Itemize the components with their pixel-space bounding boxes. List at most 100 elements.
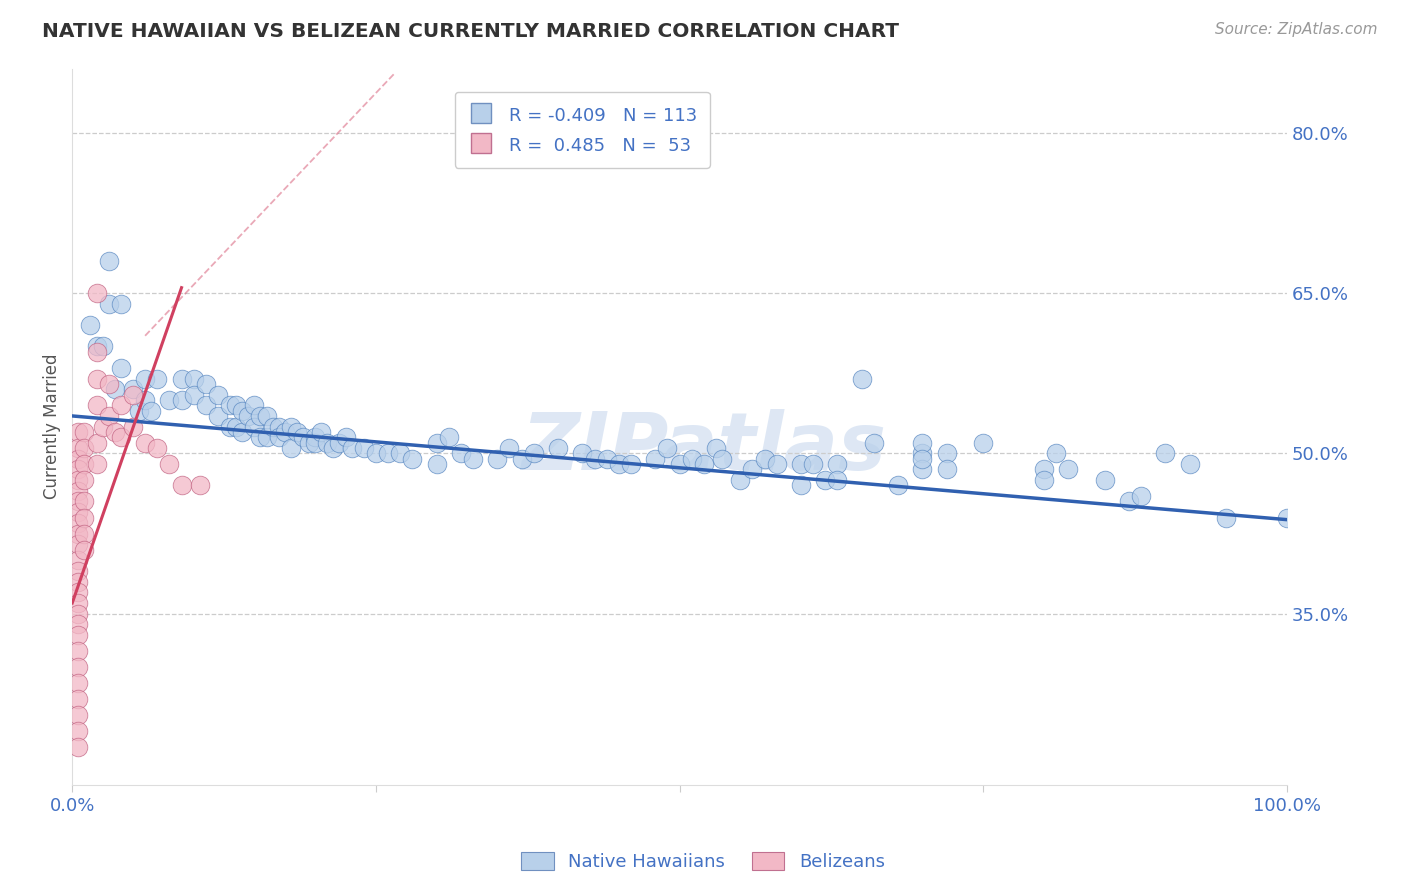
Point — [86, 435, 108, 450]
Point — [595, 451, 617, 466]
Point — [67, 473, 90, 487]
Point — [256, 409, 278, 423]
Point — [110, 430, 132, 444]
Point — [461, 451, 484, 466]
Point — [67, 462, 90, 476]
Point — [104, 425, 127, 439]
Point — [86, 339, 108, 353]
Point — [122, 382, 145, 396]
Point — [97, 296, 120, 310]
Point — [146, 371, 169, 385]
Point — [583, 451, 606, 466]
Point — [86, 285, 108, 300]
Point — [86, 344, 108, 359]
Point — [316, 435, 339, 450]
Point — [426, 435, 449, 450]
Point — [97, 409, 120, 423]
Y-axis label: Currently Married: Currently Married — [44, 354, 60, 500]
Point — [547, 441, 569, 455]
Point — [67, 607, 90, 621]
Point — [231, 403, 253, 417]
Point — [353, 441, 375, 455]
Point — [73, 510, 96, 524]
Point — [225, 398, 247, 412]
Point — [249, 430, 271, 444]
Point — [790, 478, 813, 492]
Point — [207, 387, 229, 401]
Point — [183, 371, 205, 385]
Point — [1032, 462, 1054, 476]
Point — [67, 724, 90, 739]
Point — [935, 446, 957, 460]
Point — [285, 425, 308, 439]
Point — [704, 441, 727, 455]
Point — [486, 451, 509, 466]
Point — [1130, 489, 1153, 503]
Point — [267, 419, 290, 434]
Point — [256, 430, 278, 444]
Point — [887, 478, 910, 492]
Point — [67, 660, 90, 674]
Point — [911, 435, 934, 450]
Point — [128, 403, 150, 417]
Point — [335, 430, 357, 444]
Point — [328, 435, 350, 450]
Point — [134, 435, 156, 450]
Point — [86, 371, 108, 385]
Point — [426, 457, 449, 471]
Point — [67, 574, 90, 589]
Point — [498, 441, 520, 455]
Point — [274, 425, 297, 439]
Point — [67, 564, 90, 578]
Point — [207, 409, 229, 423]
Point — [437, 430, 460, 444]
Point — [86, 398, 108, 412]
Point — [67, 537, 90, 551]
Point — [67, 596, 90, 610]
Point — [134, 392, 156, 407]
Point — [73, 425, 96, 439]
Point — [67, 516, 90, 530]
Point — [73, 441, 96, 455]
Point — [827, 457, 849, 471]
Point — [91, 419, 114, 434]
Legend: Native Hawaiians, Belizeans: Native Hawaiians, Belizeans — [513, 845, 893, 879]
Point — [911, 446, 934, 460]
Point — [219, 398, 242, 412]
Point — [620, 457, 643, 471]
Point — [157, 457, 180, 471]
Point — [1154, 446, 1177, 460]
Point — [67, 740, 90, 755]
Point — [280, 419, 302, 434]
Point — [1178, 457, 1201, 471]
Point — [110, 398, 132, 412]
Point — [67, 628, 90, 642]
Point — [571, 446, 593, 460]
Point — [911, 462, 934, 476]
Point — [110, 296, 132, 310]
Point — [225, 419, 247, 434]
Point — [523, 446, 546, 460]
Point — [67, 708, 90, 723]
Point — [1045, 446, 1067, 460]
Point — [243, 398, 266, 412]
Point — [801, 457, 824, 471]
Point — [765, 457, 787, 471]
Point — [183, 387, 205, 401]
Point — [67, 617, 90, 632]
Text: Source: ZipAtlas.com: Source: ZipAtlas.com — [1215, 22, 1378, 37]
Text: NATIVE HAWAIIAN VS BELIZEAN CURRENTLY MARRIED CORRELATION CHART: NATIVE HAWAIIAN VS BELIZEAN CURRENTLY MA… — [42, 22, 900, 41]
Point — [170, 392, 193, 407]
Point — [73, 473, 96, 487]
Point — [122, 387, 145, 401]
Point — [267, 430, 290, 444]
Point — [73, 457, 96, 471]
Point — [972, 435, 994, 450]
Point — [304, 430, 326, 444]
Point — [790, 457, 813, 471]
Point — [754, 451, 776, 466]
Point — [67, 483, 90, 498]
Point — [67, 505, 90, 519]
Point — [238, 409, 260, 423]
Point — [450, 446, 472, 460]
